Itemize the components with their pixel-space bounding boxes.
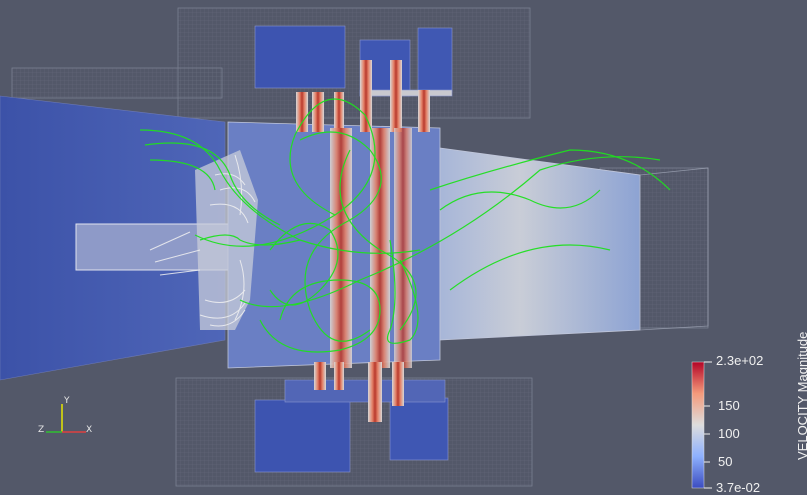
axes-triad — [46, 404, 86, 433]
colorbar-gradient — [691, 361, 705, 489]
colorbar-min-label: 3.7e-02 — [716, 480, 761, 495]
injection-jets — [296, 60, 430, 422]
colorbar-title: VELOCITY Magnitude — [795, 331, 807, 460]
colorbar-tick-label: 50 — [718, 454, 733, 469]
axis-label-x: X — [86, 425, 93, 435]
colorbar-tick-label: 150 — [718, 398, 740, 413]
colorbar-ticks — [704, 361, 712, 489]
axis-label-y: Y — [64, 396, 70, 406]
bottom-plenum — [254, 379, 449, 473]
axis-label-z: Z — [38, 425, 45, 435]
colorbar-tick-label: 100 — [718, 426, 740, 441]
colorbar-max-label: 2.3e+02 — [716, 353, 764, 368]
swirler — [195, 150, 258, 330]
outlet-wire — [639, 167, 709, 331]
swirl-vectors — [149, 154, 256, 327]
streamlines — [139, 98, 671, 353]
